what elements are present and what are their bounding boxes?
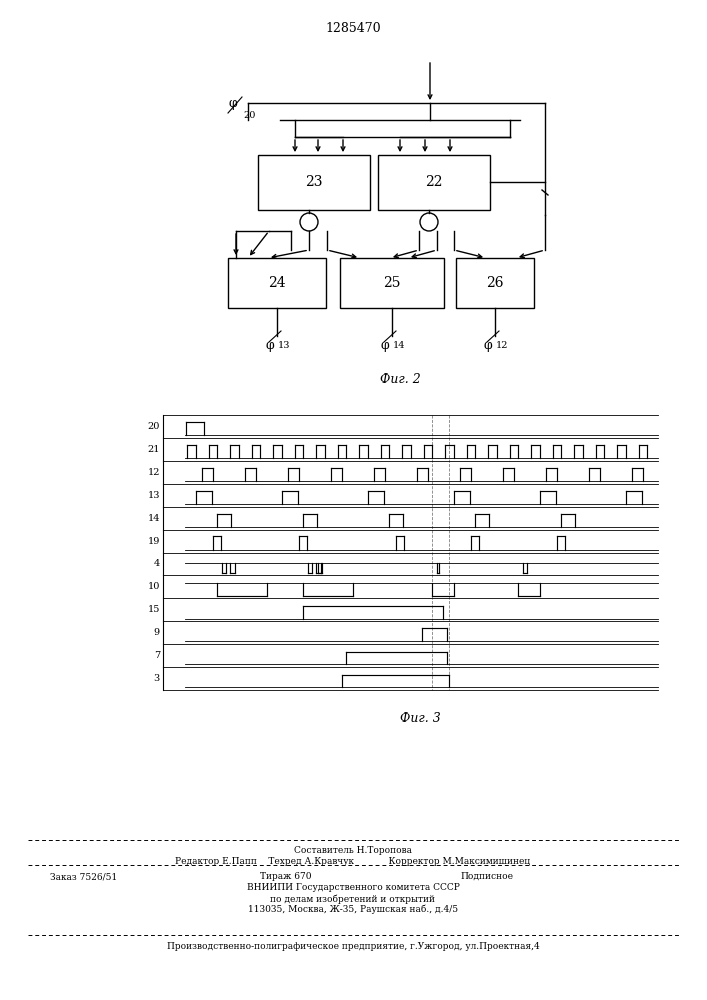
Bar (340, 258, 444, 308)
Text: 1285470: 1285470 (325, 22, 381, 35)
Text: Заказ 7526/51: Заказ 7526/51 (50, 872, 117, 881)
Text: 19: 19 (148, 537, 160, 546)
Text: 10: 10 (148, 582, 160, 591)
Text: Составитель Н.Торопова: Составитель Н.Торопова (294, 846, 412, 855)
Text: 3: 3 (153, 674, 160, 683)
Text: 13: 13 (148, 491, 160, 500)
Text: 21: 21 (148, 445, 160, 454)
Text: 12: 12 (148, 468, 160, 477)
Bar (228, 258, 326, 308)
Text: Редактор Е.Папп    Техред А.Кравчук            Корректор М.Максимишинец: Редактор Е.Папп Техред А.Кравчук Коррект… (175, 857, 530, 866)
Text: 26: 26 (486, 276, 504, 290)
Text: 9: 9 (154, 628, 160, 637)
Text: φ: φ (380, 339, 389, 352)
Text: 14: 14 (148, 514, 160, 523)
Text: Тираж 670: Тираж 670 (260, 872, 312, 881)
Text: 12: 12 (496, 341, 508, 350)
Text: 13: 13 (278, 341, 291, 350)
Text: по делам изобретений и открытий: по делам изобретений и открытий (271, 894, 436, 904)
Text: 24: 24 (268, 276, 286, 290)
Bar (258, 155, 370, 210)
Text: 15: 15 (148, 605, 160, 614)
Text: 4: 4 (153, 559, 160, 568)
Text: Фиг. 2: Фиг. 2 (380, 373, 421, 386)
Text: Подписное: Подписное (460, 872, 513, 881)
Text: 23: 23 (305, 176, 323, 190)
Text: φ: φ (484, 339, 492, 352)
Text: φ: φ (228, 98, 237, 110)
Text: Фиг. 3: Фиг. 3 (399, 712, 440, 725)
Text: ВНИИПИ Государственного комитета СССР: ВНИИПИ Государственного комитета СССР (247, 883, 460, 892)
Text: Производственно-полиграфическое предприятие, г.Ужгород, ул.Проектная,4: Производственно-полиграфическое предприя… (167, 942, 539, 951)
Bar (456, 258, 534, 308)
Text: 20: 20 (243, 111, 255, 120)
Text: 25: 25 (383, 276, 401, 290)
Bar (378, 155, 490, 210)
Text: 14: 14 (393, 341, 406, 350)
Text: 20: 20 (148, 422, 160, 431)
Text: 22: 22 (425, 176, 443, 190)
Text: φ: φ (265, 339, 274, 352)
Text: 7: 7 (153, 651, 160, 660)
Text: 113035, Москва, Ж-35, Раушская наб., д.4/5: 113035, Москва, Ж-35, Раушская наб., д.4… (248, 905, 458, 914)
